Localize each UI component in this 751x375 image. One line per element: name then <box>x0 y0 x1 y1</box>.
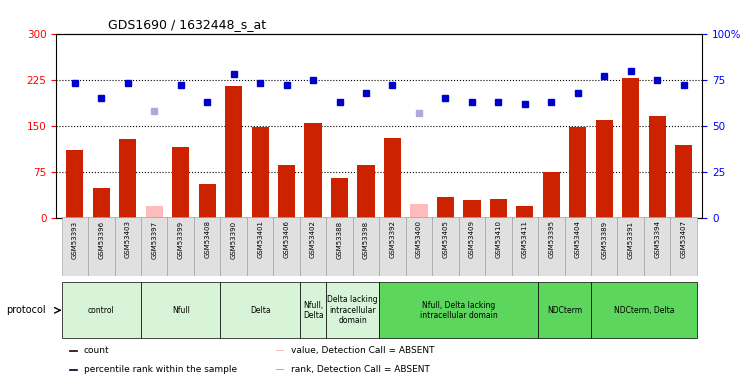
Text: GSM53395: GSM53395 <box>548 220 554 258</box>
Bar <box>327 217 353 276</box>
Bar <box>69 369 77 370</box>
Bar <box>225 86 243 218</box>
Bar <box>644 217 671 276</box>
Bar <box>463 200 481 217</box>
Text: GSM53401: GSM53401 <box>257 220 263 258</box>
Text: GDS1690 / 1632448_s_at: GDS1690 / 1632448_s_at <box>108 18 266 31</box>
Bar <box>357 165 375 218</box>
Bar <box>252 127 269 218</box>
Bar <box>146 207 163 218</box>
Bar <box>384 138 401 218</box>
Bar <box>92 188 110 218</box>
Bar <box>194 217 221 276</box>
Text: control: control <box>88 306 115 315</box>
Text: count: count <box>84 346 110 355</box>
Bar <box>62 282 141 338</box>
Text: Delta: Delta <box>250 306 270 315</box>
Bar <box>406 217 432 276</box>
Text: GSM53392: GSM53392 <box>390 220 396 258</box>
Bar <box>490 199 507 217</box>
Bar <box>115 217 141 276</box>
Bar <box>591 282 697 338</box>
Bar <box>622 78 639 218</box>
Text: GSM53411: GSM53411 <box>522 220 528 258</box>
Text: Nfull,
Delta: Nfull, Delta <box>303 301 324 320</box>
Bar <box>565 217 591 276</box>
Bar <box>331 178 348 218</box>
Bar <box>353 217 379 276</box>
Bar <box>119 139 137 218</box>
Bar <box>675 145 692 218</box>
Text: GSM53397: GSM53397 <box>151 220 157 258</box>
Bar <box>538 282 591 338</box>
Text: GSM53407: GSM53407 <box>680 220 686 258</box>
Bar <box>167 217 194 276</box>
Bar <box>300 217 327 276</box>
Text: GSM53403: GSM53403 <box>125 220 131 258</box>
Bar <box>649 116 666 218</box>
Text: GSM53388: GSM53388 <box>336 220 342 258</box>
Bar <box>379 217 406 276</box>
Bar <box>273 217 300 276</box>
Bar <box>141 282 221 338</box>
Text: value, Detection Call = ABSENT: value, Detection Call = ABSENT <box>291 346 434 355</box>
Text: GSM53404: GSM53404 <box>575 220 581 258</box>
Bar <box>276 350 284 351</box>
Text: rank, Detection Call = ABSENT: rank, Detection Call = ABSENT <box>291 365 430 374</box>
Bar <box>671 217 697 276</box>
Bar <box>379 282 538 338</box>
Text: GSM53406: GSM53406 <box>284 220 290 258</box>
Text: percentile rank within the sample: percentile rank within the sample <box>84 365 237 374</box>
Bar <box>569 127 587 218</box>
Text: Delta lacking
intracellular
domain: Delta lacking intracellular domain <box>327 296 378 325</box>
Text: GSM53400: GSM53400 <box>416 220 422 258</box>
Bar <box>459 217 485 276</box>
Bar <box>304 123 321 218</box>
Bar <box>221 282 300 338</box>
Bar <box>221 217 247 276</box>
Bar <box>141 217 167 276</box>
Bar <box>88 217 115 276</box>
Bar <box>247 217 273 276</box>
Text: GSM53405: GSM53405 <box>442 220 448 258</box>
Text: GSM53410: GSM53410 <box>496 220 502 258</box>
Bar <box>432 217 459 276</box>
Bar <box>543 172 560 217</box>
Text: NDCterm: NDCterm <box>547 306 582 315</box>
Text: protocol: protocol <box>6 305 46 315</box>
Text: GSM53390: GSM53390 <box>231 220 237 258</box>
Bar <box>66 150 83 217</box>
Text: GSM53396: GSM53396 <box>98 220 104 258</box>
Text: Nfull: Nfull <box>172 306 190 315</box>
Text: GSM53399: GSM53399 <box>178 220 184 258</box>
Bar <box>276 369 284 370</box>
Bar <box>516 207 533 218</box>
Bar <box>300 282 327 338</box>
Text: NDCterm, Delta: NDCterm, Delta <box>614 306 674 315</box>
Bar <box>596 120 613 218</box>
Bar <box>617 217 644 276</box>
Bar <box>69 350 77 351</box>
Bar <box>437 197 454 217</box>
Bar <box>327 282 379 338</box>
Text: GSM53408: GSM53408 <box>204 220 210 258</box>
Text: GSM53389: GSM53389 <box>602 220 608 258</box>
Bar <box>538 217 565 276</box>
Text: GSM53391: GSM53391 <box>628 220 634 258</box>
Text: Nfull, Delta lacking
intracellular domain: Nfull, Delta lacking intracellular domai… <box>420 301 498 320</box>
Bar <box>198 184 216 218</box>
Bar <box>278 165 295 218</box>
Bar <box>172 147 189 218</box>
Text: GSM53398: GSM53398 <box>363 220 369 258</box>
Bar <box>591 217 617 276</box>
Bar <box>485 217 511 276</box>
Text: GSM53402: GSM53402 <box>310 220 316 258</box>
Text: GSM53393: GSM53393 <box>72 220 78 258</box>
Text: GSM53394: GSM53394 <box>654 220 660 258</box>
Bar <box>511 217 538 276</box>
Text: GSM53409: GSM53409 <box>469 220 475 258</box>
Bar <box>410 204 427 218</box>
Bar <box>62 217 88 276</box>
